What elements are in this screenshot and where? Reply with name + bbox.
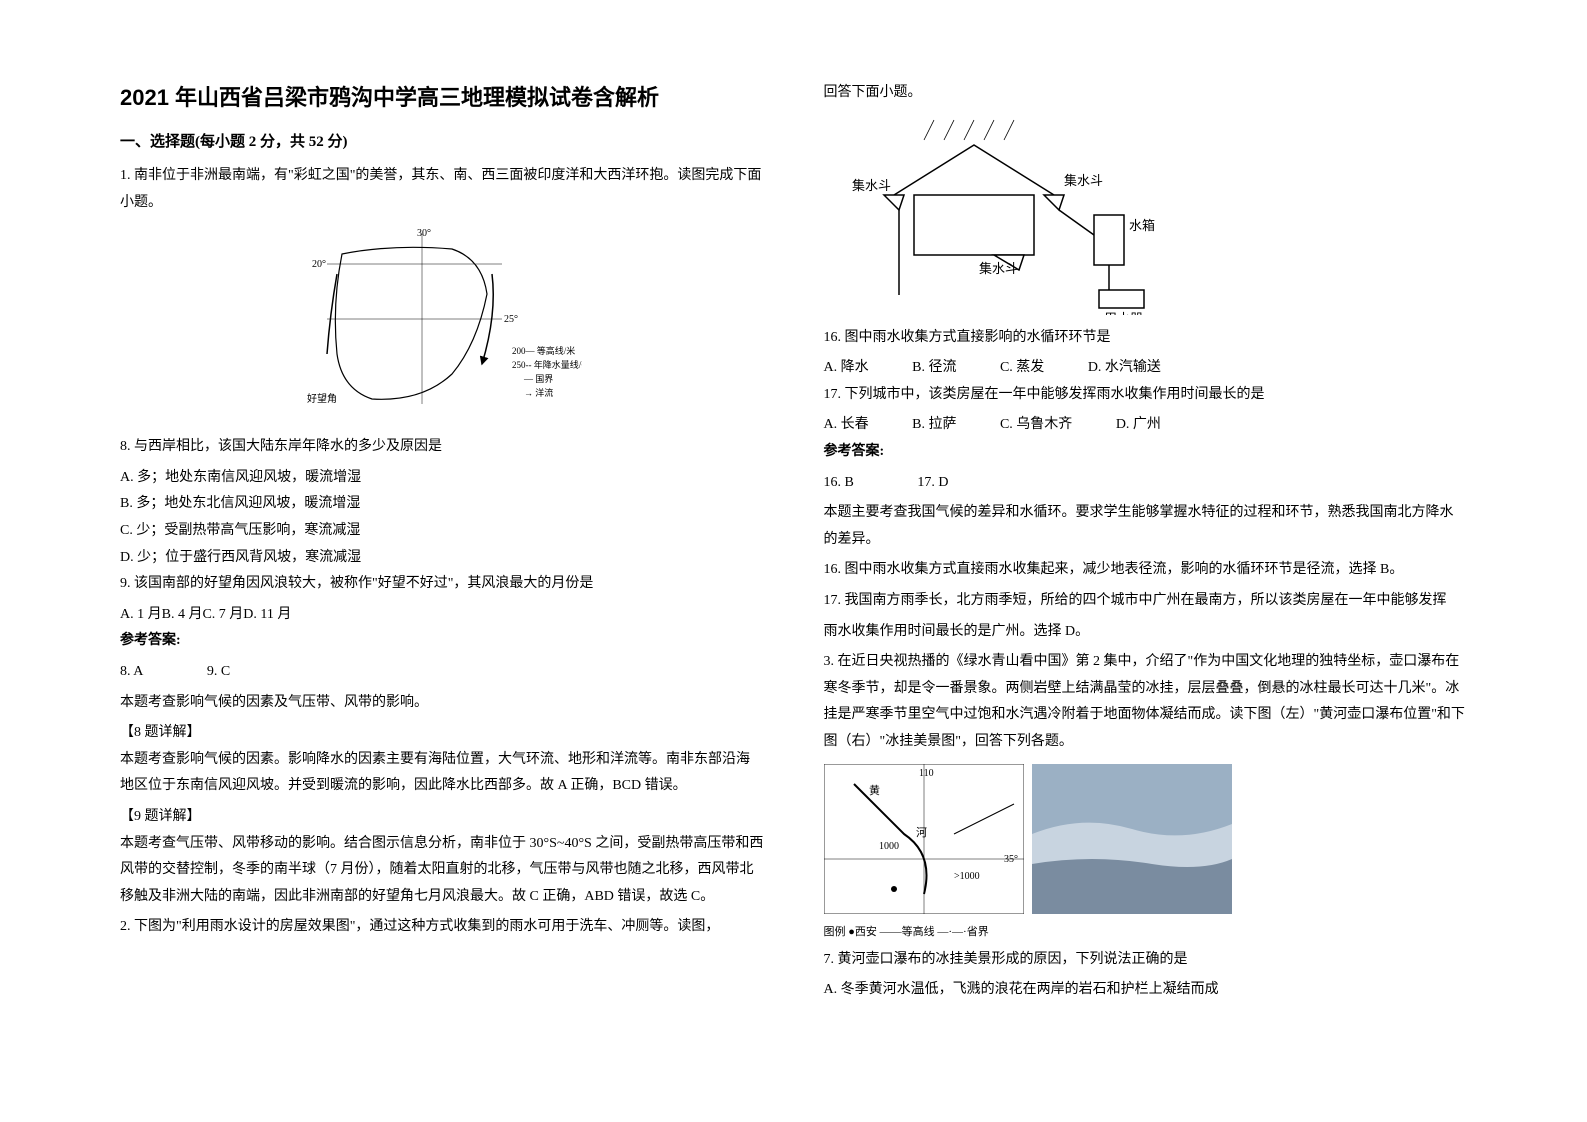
q8-detail: 本题考查影响气候的因素。影响降水的因素主要有海陆位置，大气环流、地形和洋流等。南… (120, 747, 764, 800)
q8-opt-b: B. 多；地处东北信风迎风坡，暖流增湿 (120, 491, 764, 518)
answer-8-9: 8. A 9. C (120, 659, 764, 686)
q2-intro: 2. 下图为"利用雨水设计的房屋效果图"，通过这种方式收集到的雨水可用于洗车、冲… (120, 914, 764, 941)
svg-text:1000: 1000 (879, 841, 899, 852)
ans-17: 17. D (917, 470, 948, 497)
q8-opt-a: A. 多；地处东南信风迎风坡，暖流增湿 (120, 465, 764, 492)
ice-photo (1032, 764, 1232, 914)
svg-text:110: 110 (919, 768, 934, 779)
legend-current: → 洋流 (524, 387, 553, 398)
map-legend: 图例 ●西安 ——等高线 —·—·省界 (824, 923, 1024, 939)
ans-9: 9. C (207, 659, 230, 686)
q17-opt-b: B. 拉萨 (912, 412, 956, 439)
funnel-label-2: 集水斗 (1064, 173, 1103, 188)
svg-text:35°: 35° (1004, 854, 1018, 865)
rainwater-house-diagram: 集水斗 集水斗 集水斗 水箱 用水器 (824, 115, 1164, 315)
legend-border: — 国界 (523, 374, 553, 384)
q2-continue: 回答下面小题。 (824, 80, 1468, 107)
q16-stem: 16. 图中雨水收集方式直接影响的水循环环节是 (824, 325, 1468, 352)
q17-explain: 17. 我国南方雨季长，北方雨季短，所给的四个城市中广州在最南方，所以该类房屋在… (824, 588, 1468, 615)
explain-intro-1: 本题考查影响气候的因素及气压带、风带的影响。 (120, 690, 764, 717)
q9-detail-heading: 【9 题详解】 (120, 804, 764, 831)
q9-stem: 9. 该国南部的好望角因风浪较大，被称作"好望不好过"，其风浪最大的月份是 (120, 571, 764, 598)
q16-opts: A. 降水 B. 径流 C. 蒸发 D. 水汽输送 (824, 355, 1468, 382)
q17-opt-a: A. 长春 (824, 412, 869, 439)
ans-8: 8. A (120, 659, 143, 686)
q16-opt-d: D. 水汽输送 (1088, 355, 1161, 382)
q16-opt-b: B. 径流 (912, 355, 956, 382)
q8-stem: 8. 与西岸相比，该国大陆东岸年降水的多少及原因是 (120, 434, 764, 461)
legend-rain: 250-- 年降水量线/毫米 (512, 359, 582, 370)
q7-stem: 7. 黄河壶口瀑布的冰挂美景形成的原因，下列说法正确的是 (824, 947, 1468, 974)
funnel-label-1: 集水斗 (852, 178, 891, 193)
hukou-map: 110 35° 黄 河 1000 >1000 图例 ●西安 ——等高线 —·—·… (824, 764, 1024, 939)
hukou-figures: 110 35° 黄 河 1000 >1000 图例 ●西安 ——等高线 —·—·… (824, 764, 1468, 939)
q3-intro: 3. 在近日央视热播的《绿水青山看中国》第 2 集中，介绍了"作为中国文化地理的… (824, 649, 1468, 755)
q17-explain-2: 雨水收集作用时间最长的是广州。选择 D。 (824, 619, 1468, 646)
q8-opt-d: D. 少；位于盛行西风背风坡，寒流减湿 (120, 545, 764, 572)
lat25-label: 25° (504, 314, 518, 325)
ans-16: 16. B (824, 470, 854, 497)
q8-opt-c: C. 少；受副热带高气压影响，寒流减湿 (120, 518, 764, 545)
lat20-label: 20° (312, 259, 326, 270)
svg-text:>1000: >1000 (954, 871, 980, 882)
q17-stem: 17. 下列城市中，该类房屋在一年中能够发挥雨水收集作用时间最长的是 (824, 382, 1468, 409)
q16-explain: 16. 图中雨水收集方式直接雨水收集起来，减少地表径流，影响的水循环环节是径流，… (824, 557, 1468, 584)
svg-text:河: 河 (916, 826, 927, 839)
q7-opt-a: A. 冬季黄河水温低，飞溅的浪花在两岸的岩石和护栏上凝结而成 (824, 977, 1468, 1004)
reference-answer-label-2: 参考答案: (824, 439, 1468, 466)
q1-intro: 1. 南非位于非洲最南端，有"彩虹之国"的美誉，其东、南、西三面被印度洋和大西洋… (120, 163, 764, 216)
document-title: 2021 年山西省吕梁市鸦沟中学高三地理模拟试卷含解析 (120, 80, 764, 112)
explain-intro-2: 本题主要考查我国气候的差异和水循环。要求学生能够掌握水特征的过程和环节，熟悉我国… (824, 500, 1468, 553)
tank-label: 水箱 (1129, 218, 1155, 233)
q16-opt-c: C. 蒸发 (1000, 355, 1044, 382)
right-column: 回答下面小题。 集水斗 集水斗 集水斗 水箱 用水器 (794, 80, 1488, 1082)
q17-opt-c: C. 乌鲁木齐 (1000, 412, 1072, 439)
answer-16-17: 16. B 17. D (824, 470, 1468, 497)
svg-text:黄: 黄 (869, 783, 880, 797)
q17-opt-d: D. 广州 (1116, 412, 1161, 439)
q8-detail-heading: 【8 题详解】 (120, 720, 764, 747)
legend-contour: 200— 等高线/米 (512, 345, 575, 356)
reference-answer-label-1: 参考答案: (120, 628, 764, 655)
section-1-heading: 一、选择题(每小题 2 分，共 52 分) (120, 130, 764, 151)
cape-label: 好望角 (307, 392, 337, 405)
q9-detail: 本题考查气压带、风带移动的影响。结合图示信息分析，南非位于 30°S~40°S … (120, 831, 764, 911)
funnel-label-3: 集水斗 (979, 261, 1018, 276)
q17-opts: A. 长春 B. 拉萨 C. 乌鲁木齐 D. 广州 (824, 412, 1468, 439)
south-africa-map: 20° 25° 30° 好望角 200— 等高线/米 250-- 年降水量线/毫… (120, 224, 764, 424)
left-column: 2021 年山西省吕梁市鸦沟中学高三地理模拟试卷含解析 一、选择题(每小题 2 … (100, 80, 794, 1082)
q9-opts: A. 1 月B. 4 月C. 7 月D. 11 月 (120, 602, 764, 629)
q16-opt-a: A. 降水 (824, 355, 869, 382)
device-label: 用水器 (1104, 311, 1143, 315)
lon30-label: 30° (417, 228, 431, 239)
